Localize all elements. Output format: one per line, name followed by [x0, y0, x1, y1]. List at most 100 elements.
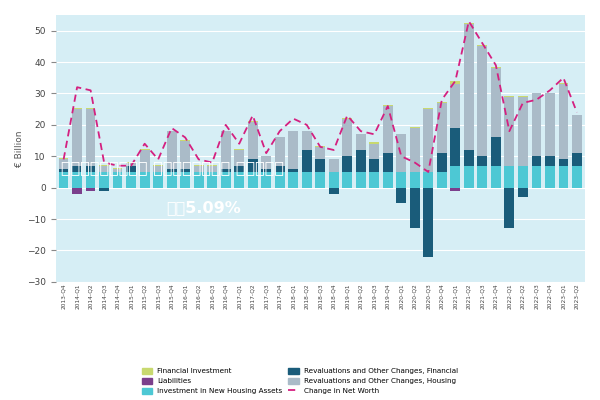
Bar [153, 172, 163, 188]
Bar [343, 156, 352, 172]
Bar [437, 102, 446, 103]
Bar [235, 149, 244, 150]
Bar [397, 172, 406, 188]
Bar [478, 45, 487, 46]
Bar [478, 156, 487, 166]
Bar [491, 67, 501, 68]
Bar [99, 188, 109, 191]
Bar [235, 150, 244, 166]
Bar [289, 172, 298, 188]
Bar [451, 188, 460, 191]
Bar [559, 166, 568, 188]
Bar [572, 166, 582, 188]
Bar [518, 96, 528, 97]
Bar [275, 137, 284, 138]
Bar [289, 130, 298, 131]
Bar [140, 150, 149, 172]
Bar [86, 109, 95, 166]
Bar [126, 172, 136, 188]
Bar [72, 108, 82, 109]
Bar [505, 96, 514, 97]
Bar [518, 97, 528, 166]
Bar [113, 172, 122, 188]
Bar [532, 94, 541, 156]
Bar [518, 188, 528, 197]
Bar [113, 168, 122, 169]
Bar [572, 153, 582, 166]
Bar [289, 131, 298, 169]
Bar [194, 165, 203, 166]
Bar [370, 160, 379, 172]
Bar [572, 116, 582, 153]
Bar [289, 169, 298, 172]
Bar [59, 158, 68, 160]
Bar [464, 24, 473, 150]
Bar [316, 160, 325, 172]
Bar [99, 165, 109, 166]
Bar [194, 166, 203, 172]
Bar [329, 188, 338, 194]
Bar [275, 166, 284, 172]
Bar [505, 97, 514, 166]
Bar [275, 138, 284, 166]
Bar [464, 23, 473, 24]
Bar [329, 160, 338, 172]
Bar [316, 172, 325, 188]
Bar [559, 160, 568, 166]
Bar [343, 119, 352, 156]
Bar [370, 142, 379, 144]
Bar [329, 159, 338, 160]
Bar [153, 166, 163, 172]
Bar [464, 166, 473, 188]
Bar [208, 165, 217, 166]
Bar [262, 172, 271, 188]
Bar [194, 172, 203, 188]
Bar [72, 172, 82, 188]
Bar [491, 68, 501, 138]
Bar [221, 130, 230, 131]
Bar [505, 188, 514, 228]
Bar [86, 108, 95, 109]
Bar [383, 153, 392, 172]
Bar [208, 172, 217, 188]
Bar [221, 131, 230, 169]
Bar [72, 166, 82, 172]
Bar [153, 165, 163, 166]
Bar [370, 172, 379, 188]
Bar [437, 172, 446, 188]
Text: 股票杠杆在哪里申请 比特数字盘中异动 下午盘大幅: 股票杠杆在哪里申请 比特数字盘中异动 下午盘大幅 [61, 160, 284, 175]
Bar [275, 172, 284, 188]
Bar [248, 122, 257, 160]
Bar [437, 153, 446, 172]
Bar [221, 169, 230, 172]
Bar [302, 150, 311, 172]
Bar [383, 106, 392, 153]
Legend: Financial Investment, Liabilities, Investment in New Housing Assets, Revaluation: Financial Investment, Liabilities, Inves… [139, 365, 461, 396]
Bar [424, 172, 433, 188]
Bar [302, 131, 311, 150]
Bar [86, 188, 95, 191]
Bar [397, 188, 406, 203]
Bar [343, 118, 352, 119]
Bar [451, 81, 460, 84]
Bar [167, 130, 176, 131]
Bar [59, 169, 68, 172]
Bar [478, 46, 487, 156]
Bar [208, 166, 217, 172]
Bar [410, 127, 419, 128]
Bar [248, 160, 257, 172]
Bar [410, 188, 419, 228]
Bar [181, 169, 190, 172]
Bar [167, 169, 176, 172]
Bar [451, 166, 460, 188]
Bar [126, 162, 136, 166]
Bar [316, 147, 325, 160]
Bar [181, 140, 190, 169]
Bar [545, 94, 555, 156]
Bar [126, 166, 136, 172]
Bar [329, 172, 338, 188]
Bar [221, 172, 230, 188]
Bar [410, 128, 419, 172]
Bar [356, 172, 365, 188]
Bar [505, 166, 514, 188]
